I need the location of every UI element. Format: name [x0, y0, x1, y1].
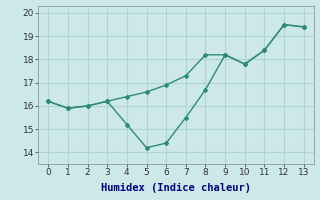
X-axis label: Humidex (Indice chaleur): Humidex (Indice chaleur) [101, 183, 251, 193]
